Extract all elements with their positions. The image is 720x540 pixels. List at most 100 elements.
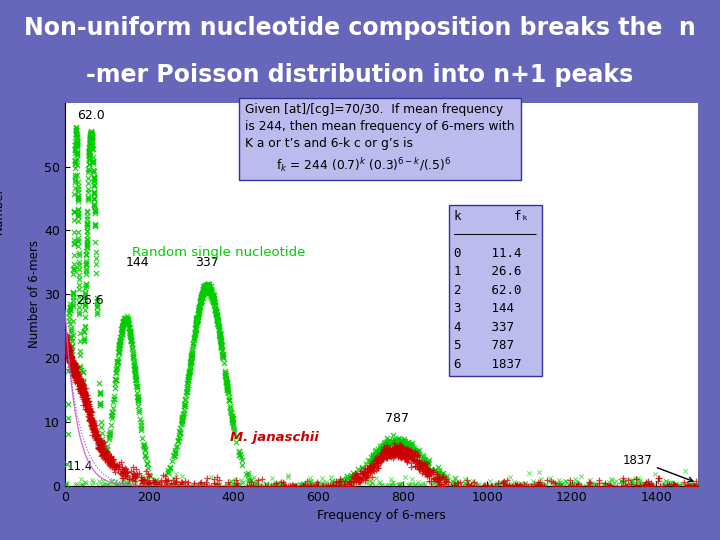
Point [91, 301, 103, 310]
Point [606, 476, 618, 485]
Point [275, 481, 287, 490]
Point [684, 480, 696, 488]
Point [371, 462, 382, 470]
Point [94, 401, 106, 409]
Point [155, 482, 166, 490]
Point [126, 340, 138, 348]
Point [166, 481, 178, 489]
Point [153, 480, 165, 488]
Point [75, 380, 86, 389]
Point [85, 406, 96, 415]
Point [132, 393, 143, 402]
Point [73, 379, 85, 388]
Point [199, 284, 210, 292]
Point [84, 134, 96, 143]
Point [63, 343, 74, 352]
Point [92, 438, 104, 447]
Point [77, 390, 89, 399]
Point [400, 440, 411, 448]
Point [401, 448, 413, 457]
Point [92, 434, 104, 442]
Point [338, 480, 349, 488]
Point [312, 478, 323, 487]
Point [514, 481, 526, 490]
Point [222, 383, 233, 392]
Point [418, 460, 429, 469]
Point [338, 478, 349, 487]
Point [97, 449, 109, 458]
Point [80, 288, 91, 297]
Point [659, 481, 670, 489]
Point [412, 450, 423, 459]
Point [382, 451, 394, 460]
Point [632, 476, 644, 484]
Point [194, 301, 205, 310]
Point [85, 128, 96, 137]
Point [81, 219, 93, 227]
Point [110, 463, 122, 471]
Point [84, 413, 96, 421]
Point [164, 463, 176, 472]
Point [235, 453, 246, 461]
Point [65, 352, 76, 361]
Point [364, 481, 376, 490]
Point [149, 481, 161, 490]
Point [395, 447, 407, 456]
Point [336, 475, 348, 483]
Point [395, 440, 407, 449]
Point [73, 378, 85, 387]
Point [377, 445, 389, 454]
Point [69, 372, 81, 381]
Point [404, 443, 415, 451]
Point [89, 427, 101, 435]
Point [560, 477, 572, 485]
Point [374, 450, 385, 458]
Point [673, 481, 685, 490]
Point [503, 481, 515, 489]
Point [356, 469, 368, 477]
Point [312, 478, 324, 487]
Point [60, 337, 71, 346]
Point [390, 450, 401, 458]
Point [59, 333, 71, 342]
Point [549, 482, 561, 490]
Point [84, 140, 96, 149]
Point [519, 480, 531, 488]
Point [404, 446, 415, 454]
Point [86, 414, 98, 422]
Point [398, 448, 410, 457]
Point [182, 373, 194, 381]
Point [77, 383, 89, 392]
Point [122, 480, 134, 489]
Point [73, 376, 84, 384]
Point [72, 375, 84, 384]
Point [59, 336, 71, 345]
Point [75, 381, 86, 389]
Point [66, 361, 78, 369]
Point [76, 387, 87, 395]
Point [79, 388, 91, 397]
Point [437, 471, 449, 480]
Point [222, 382, 233, 391]
Point [198, 286, 210, 295]
Point [89, 200, 100, 208]
Point [126, 340, 138, 349]
Point [89, 203, 100, 212]
Point [355, 475, 366, 483]
Point [432, 476, 444, 485]
Point [383, 450, 395, 458]
Point [66, 363, 78, 372]
Point [66, 356, 77, 365]
Point [395, 444, 407, 453]
Point [130, 382, 142, 390]
Point [639, 480, 650, 489]
Point [188, 334, 199, 343]
Point [432, 469, 444, 477]
Point [73, 376, 84, 384]
Point [197, 292, 208, 300]
Point [186, 351, 197, 360]
Point [197, 291, 208, 299]
Point [125, 336, 137, 345]
Point [140, 481, 151, 490]
Point [209, 298, 220, 307]
